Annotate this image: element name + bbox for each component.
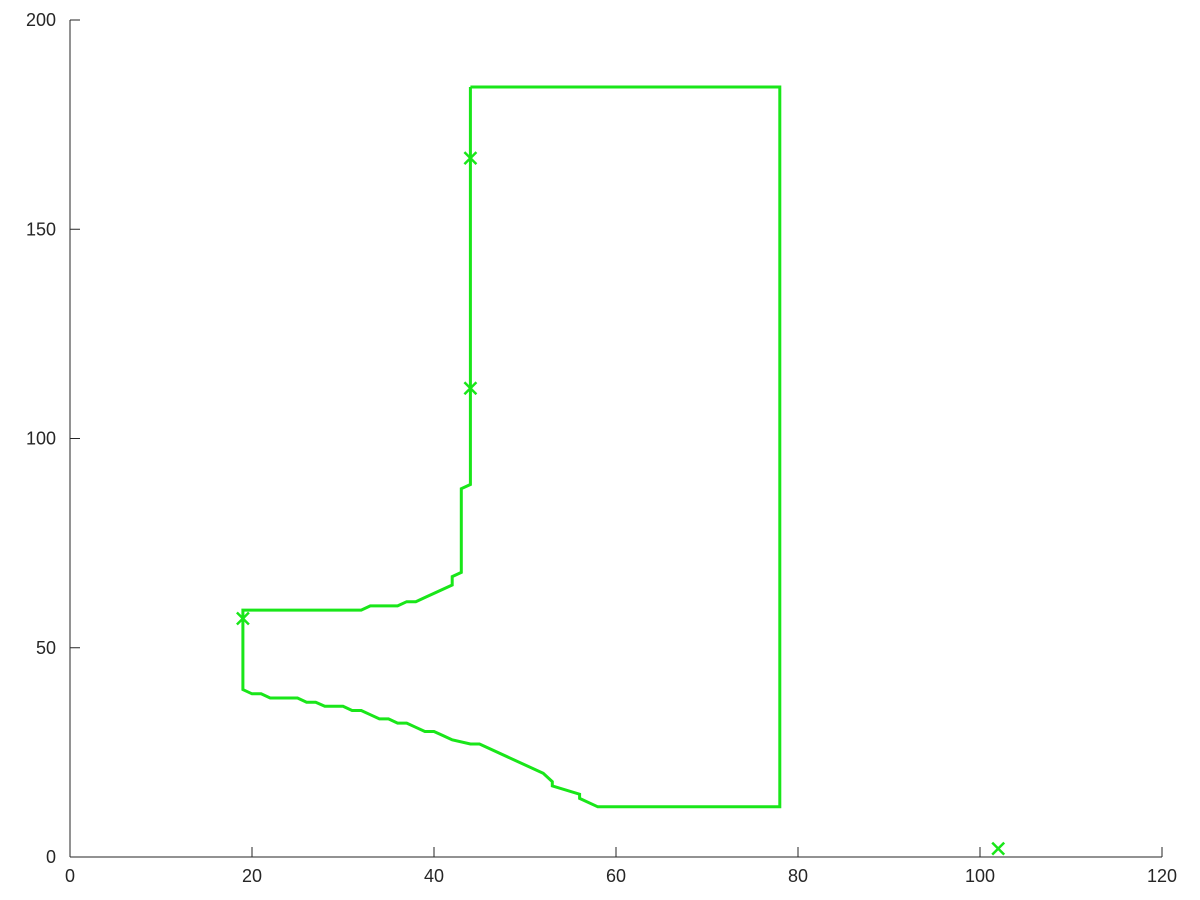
x-tick-label: 60 xyxy=(606,866,626,886)
x-tick-label: 40 xyxy=(424,866,444,886)
x-tick-label: 0 xyxy=(65,866,75,886)
y-tick-label: 0 xyxy=(46,847,56,867)
x-marker-stroke xyxy=(236,611,250,626)
x-marker-stroke xyxy=(991,841,1006,856)
x-marker-point xyxy=(991,841,1006,856)
outline-series-line xyxy=(241,85,782,809)
y-tick-label: 200 xyxy=(26,10,56,30)
plot-area xyxy=(236,85,1006,856)
x-tick-label: 100 xyxy=(965,866,995,886)
x-tick-label: 120 xyxy=(1147,866,1177,886)
x-marker-point xyxy=(463,381,478,396)
ticks: 0 20 40 60 80 100 120 0 50 100 150 200 xyxy=(26,10,1177,886)
x-marker-stroke xyxy=(463,151,478,165)
x-marker-stroke xyxy=(463,381,478,396)
x-tick-label: 80 xyxy=(788,866,808,886)
y-tick-label: 100 xyxy=(26,429,56,449)
x-marker-point xyxy=(236,611,250,626)
y-tick-label: 50 xyxy=(36,638,56,658)
x-marker-point xyxy=(463,151,478,165)
x-tick-label: 20 xyxy=(242,866,262,886)
y-tick-label: 150 xyxy=(26,219,56,239)
